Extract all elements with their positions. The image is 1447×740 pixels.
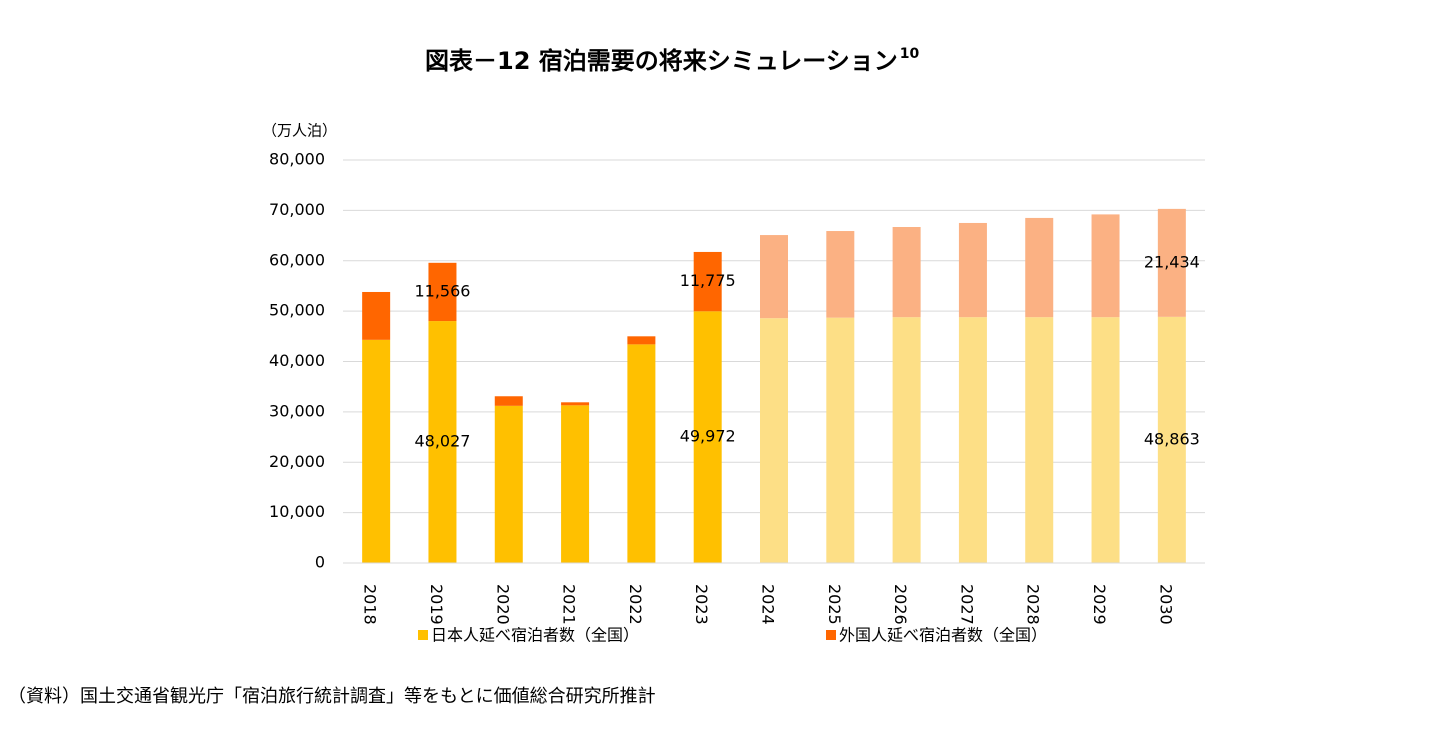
y-tick-label: 80,000 — [269, 150, 325, 169]
x-tick-label: 2019 — [427, 584, 446, 625]
bar-segment — [693, 311, 722, 563]
x-tick-label: 2023 — [692, 584, 711, 625]
y-tick-label: 40,000 — [269, 351, 325, 370]
bar-segment — [892, 317, 921, 563]
source-note: （資料）国土交通省観光庁「宿泊旅行統計調査」等をもとに価値総合研究所推計 — [8, 686, 656, 707]
data-label: 11,566 — [414, 281, 470, 300]
bar-segment — [428, 321, 457, 563]
y-tick-label: 60,000 — [269, 250, 325, 269]
bar-segment — [627, 336, 656, 345]
bar-segment — [760, 318, 788, 563]
bar-segment — [494, 405, 523, 563]
y-tick-label: 50,000 — [269, 301, 325, 320]
x-tick-label: 2021 — [560, 584, 579, 625]
bar-segment — [693, 251, 722, 312]
y-tick-label: 70,000 — [269, 200, 325, 219]
legend-label: 外国人延べ宿泊者数（全国） — [839, 626, 1047, 645]
x-tick-label: 2026 — [891, 584, 910, 625]
x-tick-label: 2018 — [361, 584, 380, 625]
bar-segment — [826, 231, 855, 318]
x-tick-label: 2020 — [493, 584, 512, 625]
x-tick-label: 2028 — [1024, 584, 1043, 625]
x-tick-label: 2030 — [1156, 584, 1175, 625]
bar-segment — [958, 222, 987, 318]
x-tick-label: 2025 — [825, 584, 844, 625]
legend-label: 日本人延べ宿泊者数（全国） — [431, 626, 639, 645]
x-tick-label: 2024 — [759, 584, 778, 625]
bar-segment — [958, 317, 987, 563]
y-axis-label: （万人泊） — [262, 122, 337, 140]
bar-segment — [561, 402, 590, 406]
bar-segment — [1157, 208, 1186, 317]
data-label: 48,863 — [1144, 429, 1200, 448]
bar-segment — [362, 291, 391, 340]
bar-segment — [1091, 214, 1120, 318]
y-tick-label: 30,000 — [269, 401, 325, 420]
bar-segment — [826, 317, 855, 563]
bar-segment — [362, 339, 391, 563]
x-tick-label: 2022 — [626, 584, 645, 625]
bar-segment — [428, 262, 457, 322]
bar-segment — [1157, 316, 1186, 563]
y-tick-label: 10,000 — [269, 502, 325, 521]
bar-segment — [494, 396, 523, 406]
bar-segment — [627, 344, 656, 563]
legend-swatch — [418, 630, 428, 640]
y-tick-label: 0 — [315, 553, 325, 572]
data-label: 48,027 — [414, 432, 470, 451]
data-label: 21,434 — [1144, 252, 1200, 271]
legend-swatch — [826, 630, 836, 640]
bar-segment — [1091, 317, 1120, 563]
data-label: 49,972 — [680, 427, 736, 446]
bar-segment — [561, 405, 590, 563]
y-tick-label: 20,000 — [269, 452, 325, 471]
data-label: 11,775 — [680, 271, 736, 290]
title-note: 10 — [900, 46, 920, 62]
x-tick-label: 2029 — [1090, 584, 1109, 625]
bar-segment — [1025, 317, 1054, 563]
chart-title: 図表－12 宿泊需要の将来シミュレーション — [425, 47, 898, 75]
bar-segment — [760, 235, 788, 319]
bar-segment — [892, 226, 921, 318]
bar-segment — [1025, 217, 1054, 318]
x-tick-label: 2027 — [957, 584, 976, 625]
